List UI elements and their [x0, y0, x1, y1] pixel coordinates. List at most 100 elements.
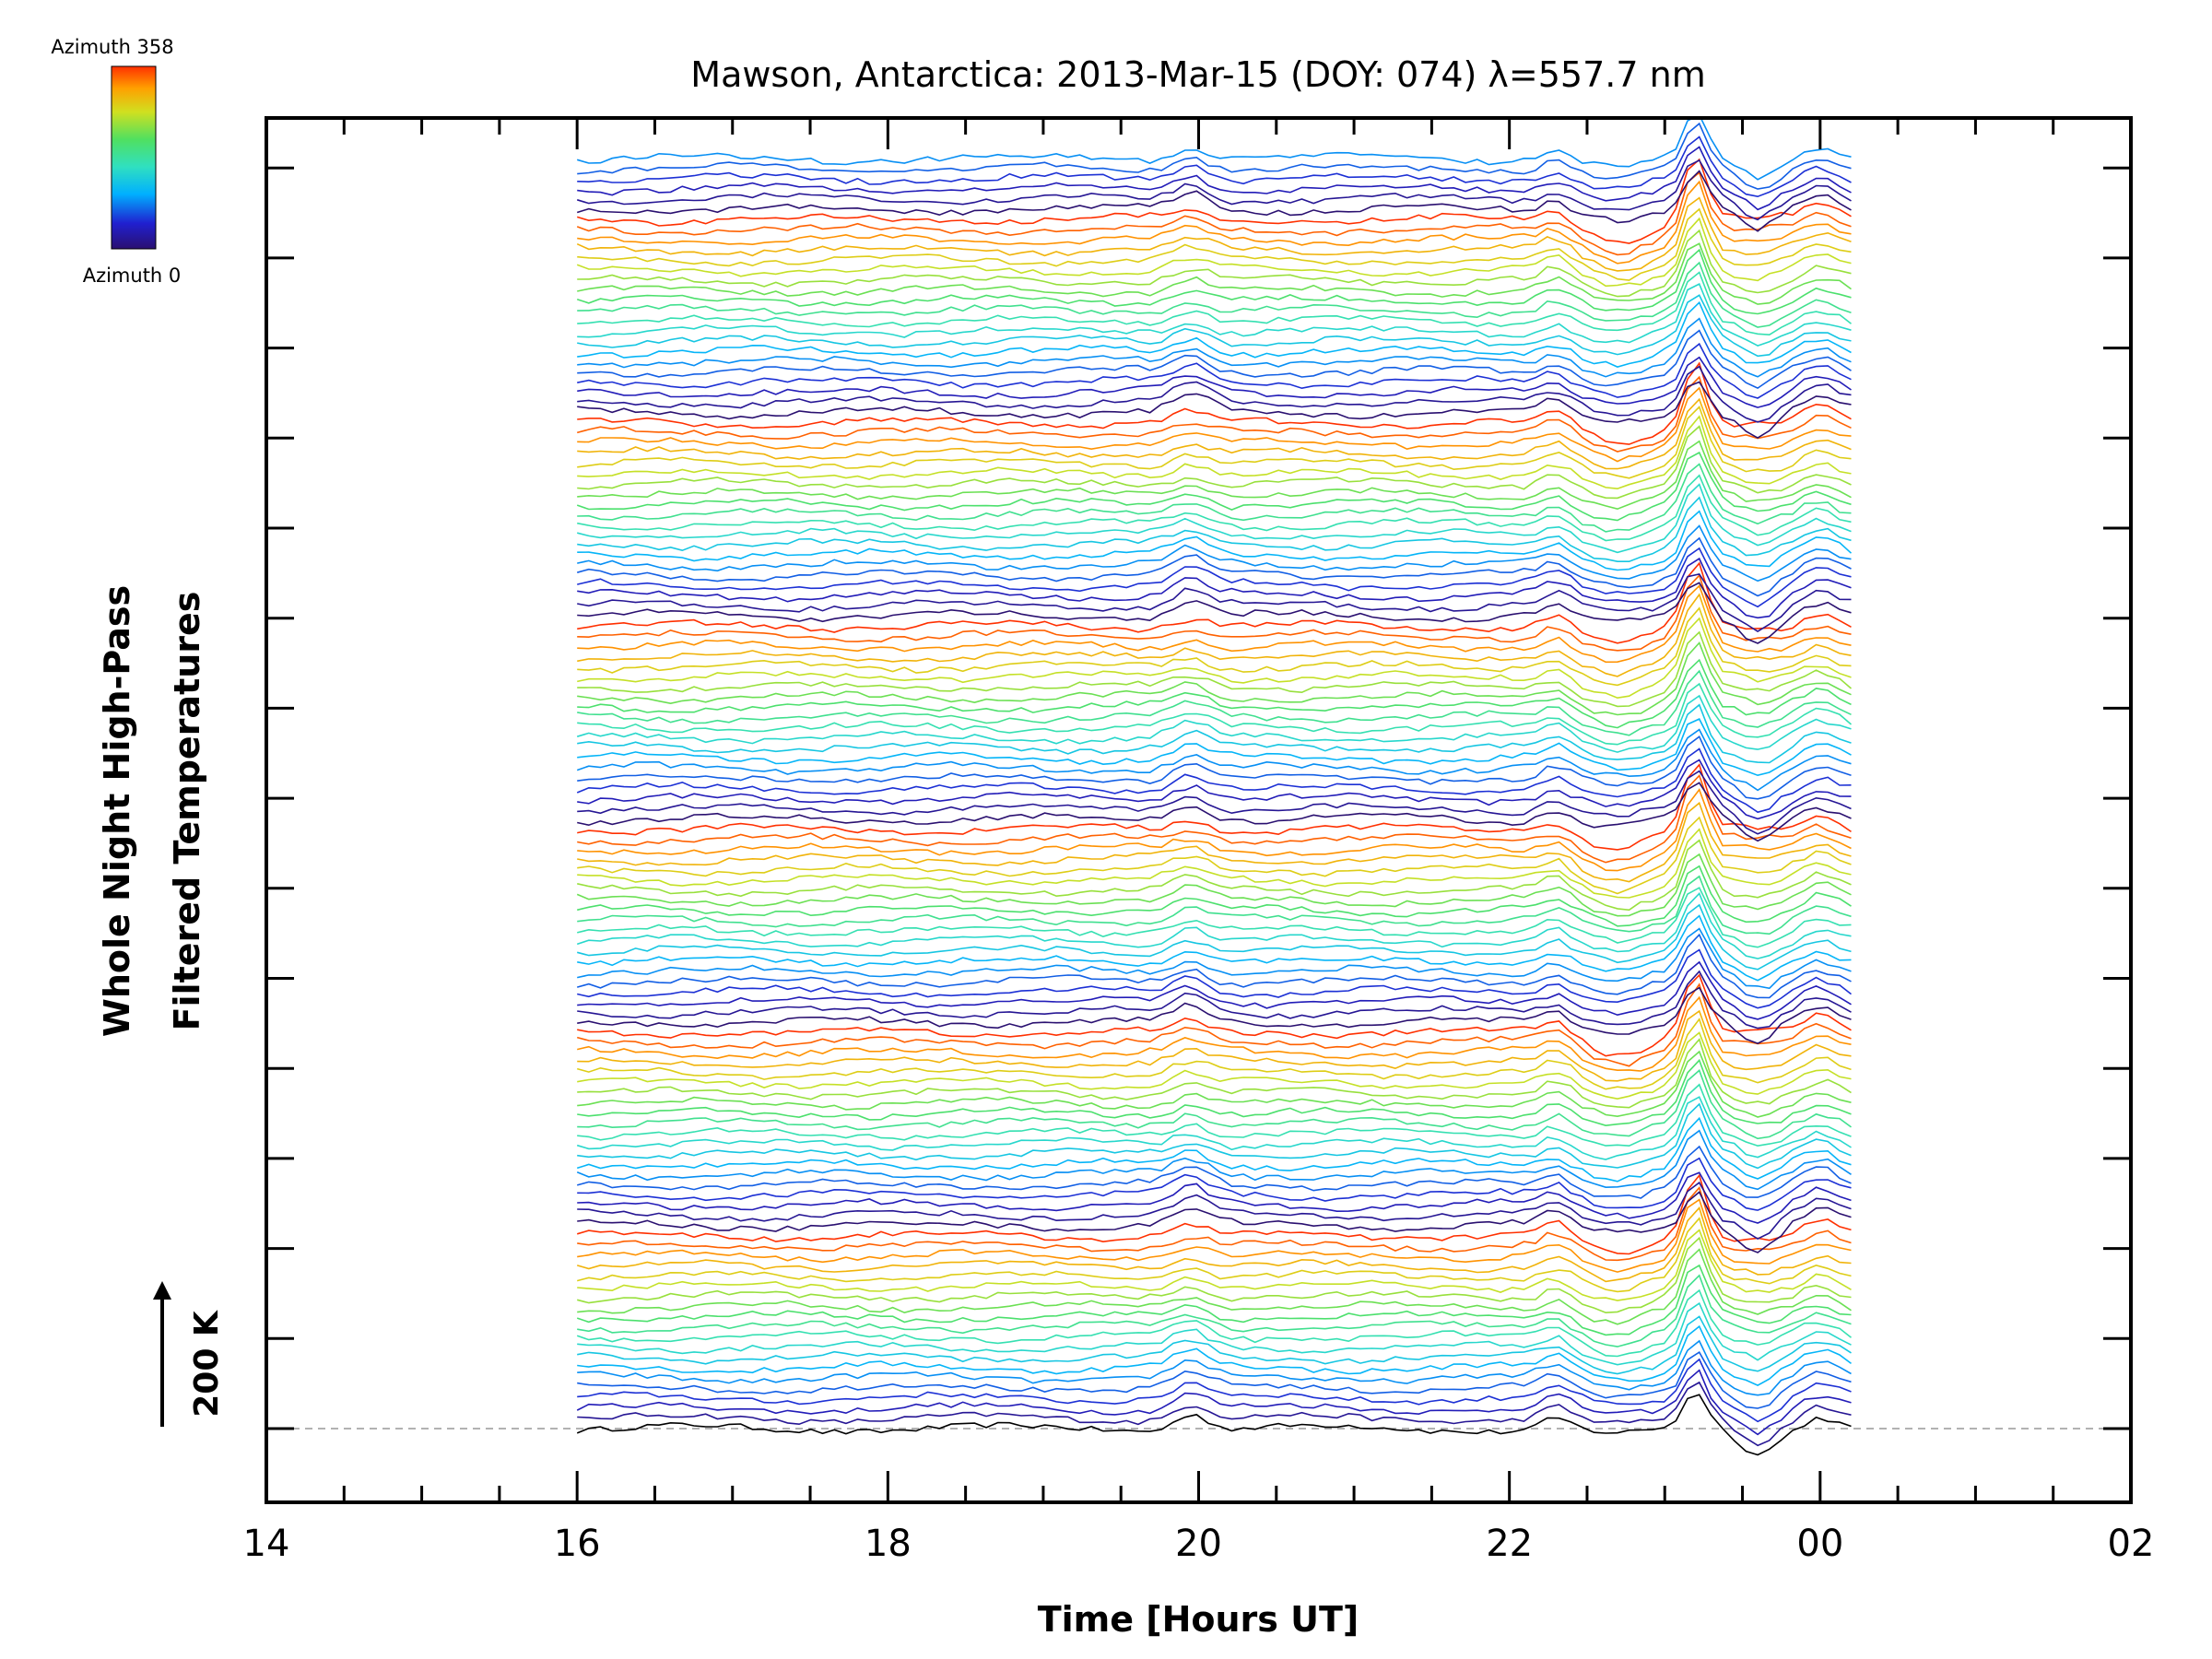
series-line: [576, 933, 1852, 999]
series-line: [577, 617, 1852, 700]
series-line: [577, 887, 1852, 948]
series-line: [577, 146, 1852, 211]
series-line: [576, 1018, 1852, 1090]
series-line: [577, 329, 1852, 390]
series-line: [577, 759, 1852, 820]
series-line: [577, 682, 1853, 746]
series-line: [577, 261, 1852, 328]
series-line: [576, 982, 1852, 1067]
series-line: [577, 641, 1852, 716]
series-line: [577, 510, 1853, 571]
series-line: [576, 536, 1852, 597]
series-line: [577, 1058, 1852, 1127]
series-line: [577, 658, 1852, 729]
series-line: [577, 1038, 1852, 1109]
series-line: [577, 948, 1852, 1009]
series-line: [576, 892, 1852, 959]
series-line: [577, 406, 1852, 479]
series-line: [576, 1116, 1852, 1182]
series-traces: [576, 118, 1853, 1456]
series-line: [577, 356, 1852, 408]
series-line: [577, 1274, 1852, 1347]
colorbar-top-label: Azimuth 358: [51, 36, 173, 58]
series-line: [577, 317, 1852, 378]
series-line: [577, 1171, 1852, 1224]
series-line: [577, 557, 1852, 619]
series-line: [577, 801, 1852, 883]
series-line: [577, 381, 1852, 440]
series-line: [577, 960, 1852, 1020]
series-line: [577, 630, 1853, 708]
series-line: [577, 1339, 1852, 1396]
series-line: [576, 1394, 1852, 1456]
series-line: [577, 788, 1852, 872]
series-line: [577, 582, 1852, 644]
series-line: [577, 1157, 1852, 1211]
series-line: [577, 573, 1852, 652]
series-line: [577, 207, 1852, 281]
series-line: [577, 914, 1852, 982]
series-line: [577, 463, 1852, 533]
series-line: [576, 170, 1852, 232]
series-line: [577, 415, 1852, 490]
scale-bar-label: 200 K: [188, 1310, 226, 1418]
series-line: [577, 1315, 1852, 1375]
series-line: [576, 1096, 1852, 1160]
series-line: [577, 1083, 1852, 1147]
series-line: [577, 816, 1852, 895]
series-line: [577, 440, 1852, 511]
series-line: [577, 986, 1852, 1044]
series-line: [577, 1050, 1852, 1118]
series-line: [577, 229, 1852, 298]
series-line: [576, 196, 1852, 272]
series-line: [577, 524, 1852, 582]
series-line: [577, 397, 1852, 470]
series-line: [576, 159, 1852, 221]
series-line: [577, 561, 1852, 644]
y-axis-label-line2: Filtered Temperatures: [167, 592, 207, 1031]
series-line: [576, 171, 1852, 256]
series-line: [577, 593, 1852, 677]
x-tick-label: 14: [243, 1523, 290, 1565]
x-tick-labels: 14 16 18 20 22 00 02: [243, 1523, 2155, 1565]
series-line: [577, 718, 1852, 777]
series-line: [576, 694, 1852, 753]
series-line: [577, 828, 1852, 899]
series-line: [577, 927, 1852, 990]
x-tick-label: 02: [2108, 1523, 2155, 1565]
series-line: [577, 606, 1852, 687]
series-line: [577, 1301, 1852, 1366]
series-line: [576, 747, 1852, 814]
series-line: [577, 242, 1852, 305]
series-line: [577, 180, 1852, 265]
scale-bar: 200 K: [153, 1281, 226, 1427]
series-line: [577, 703, 1852, 764]
x-tick-label: 20: [1175, 1523, 1222, 1565]
series-line: [576, 1217, 1852, 1293]
series-line: [577, 1009, 1852, 1082]
series-line: [577, 1069, 1852, 1140]
series-line: [576, 217, 1852, 288]
series-line: [576, 158, 1852, 244]
series-line: [577, 1248, 1852, 1325]
series-line: [577, 572, 1852, 633]
series-line: [577, 865, 1852, 927]
series-line: [577, 1181, 1852, 1241]
series-line: [577, 1185, 1852, 1262]
series-line: [577, 547, 1852, 608]
series-line: [577, 365, 1852, 423]
series-line: [577, 735, 1852, 800]
series-line: [577, 970, 1852, 1030]
series-line: [576, 1369, 1852, 1436]
series-line: [577, 875, 1852, 935]
series-line: [577, 386, 1852, 463]
series-line: [577, 1229, 1852, 1301]
series-line: [576, 1288, 1852, 1358]
series-line: [577, 1198, 1852, 1273]
series-line: [576, 248, 1852, 315]
series-line: [577, 839, 1852, 912]
series-line: [576, 118, 1852, 181]
series-line: [577, 584, 1852, 664]
series-line: [576, 1206, 1852, 1283]
